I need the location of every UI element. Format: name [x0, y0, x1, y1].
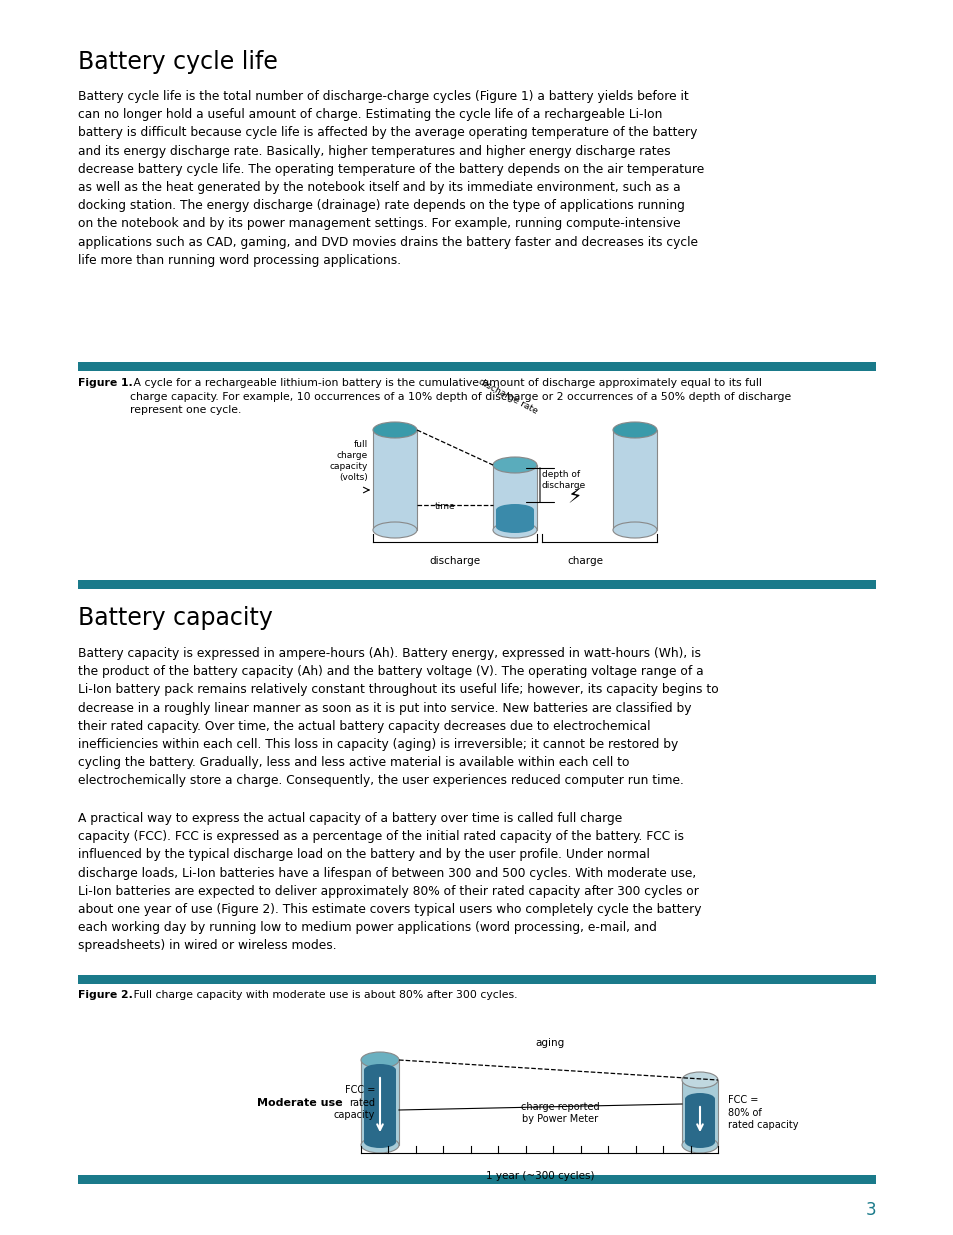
Text: aging: aging: [535, 1037, 564, 1049]
Ellipse shape: [364, 1065, 395, 1076]
Bar: [78, 580, 875, 589]
Bar: [613, 430, 657, 530]
Bar: [684, 1099, 714, 1142]
Ellipse shape: [493, 522, 537, 538]
Ellipse shape: [360, 1137, 398, 1153]
Bar: [373, 430, 416, 530]
Text: discharge: discharge: [429, 556, 480, 566]
Bar: [493, 466, 537, 530]
Text: Battery cycle life: Battery cycle life: [78, 49, 277, 74]
Bar: [364, 1070, 395, 1142]
Text: depth of
discharge: depth of discharge: [541, 471, 586, 490]
Ellipse shape: [373, 422, 416, 438]
Text: A practical way to express the actual capacity of a battery over time is called : A practical way to express the actual ca…: [78, 811, 700, 952]
Text: Moderate use: Moderate use: [257, 1098, 342, 1108]
Ellipse shape: [496, 504, 534, 516]
Ellipse shape: [681, 1137, 718, 1153]
Text: A cycle for a rechargeable lithium-ion battery is the cumulative amount of disch: A cycle for a rechargeable lithium-ion b…: [130, 378, 790, 415]
Text: 3: 3: [864, 1200, 875, 1219]
Ellipse shape: [684, 1136, 714, 1149]
Bar: [78, 362, 875, 370]
Text: FCC =
rated
capacity: FCC = rated capacity: [334, 1086, 375, 1120]
Ellipse shape: [681, 1072, 718, 1088]
Text: Battery capacity: Battery capacity: [78, 606, 273, 630]
Bar: [360, 1060, 398, 1145]
Bar: [496, 510, 534, 527]
Text: FCC =
80% of
rated capacity: FCC = 80% of rated capacity: [727, 1095, 798, 1130]
Ellipse shape: [684, 1093, 714, 1105]
Ellipse shape: [373, 522, 416, 538]
Ellipse shape: [613, 522, 657, 538]
Bar: [681, 1079, 718, 1145]
Text: Battery capacity is expressed in ampere-hours (Ah). Battery energy, expressed in: Battery capacity is expressed in ampere-…: [78, 647, 718, 788]
Text: Full charge capacity with moderate use is about 80% after 300 cycles.: Full charge capacity with moderate use i…: [130, 990, 517, 1000]
Ellipse shape: [493, 457, 537, 473]
Text: Battery cycle life is the total number of discharge-charge cycles (Figure 1) a b: Battery cycle life is the total number o…: [78, 90, 703, 267]
Text: full
charge
capacity
(volts): full charge capacity (volts): [330, 440, 368, 483]
Bar: [78, 974, 875, 984]
Ellipse shape: [613, 422, 657, 438]
Text: charge: charge: [566, 556, 602, 566]
Bar: [78, 1174, 875, 1184]
Text: ⚡: ⚡: [567, 488, 581, 508]
Text: 1 year (~300 cycles): 1 year (~300 cycles): [485, 1171, 594, 1181]
Ellipse shape: [364, 1136, 395, 1149]
Ellipse shape: [496, 521, 534, 534]
Text: Figure 1.: Figure 1.: [78, 378, 132, 388]
Text: charge reported
by Power Meter: charge reported by Power Meter: [520, 1102, 598, 1124]
Text: Figure 2.: Figure 2.: [78, 990, 132, 1000]
Text: time: time: [435, 501, 455, 511]
Ellipse shape: [360, 1052, 398, 1068]
Text: discharge rate: discharge rate: [476, 377, 538, 416]
